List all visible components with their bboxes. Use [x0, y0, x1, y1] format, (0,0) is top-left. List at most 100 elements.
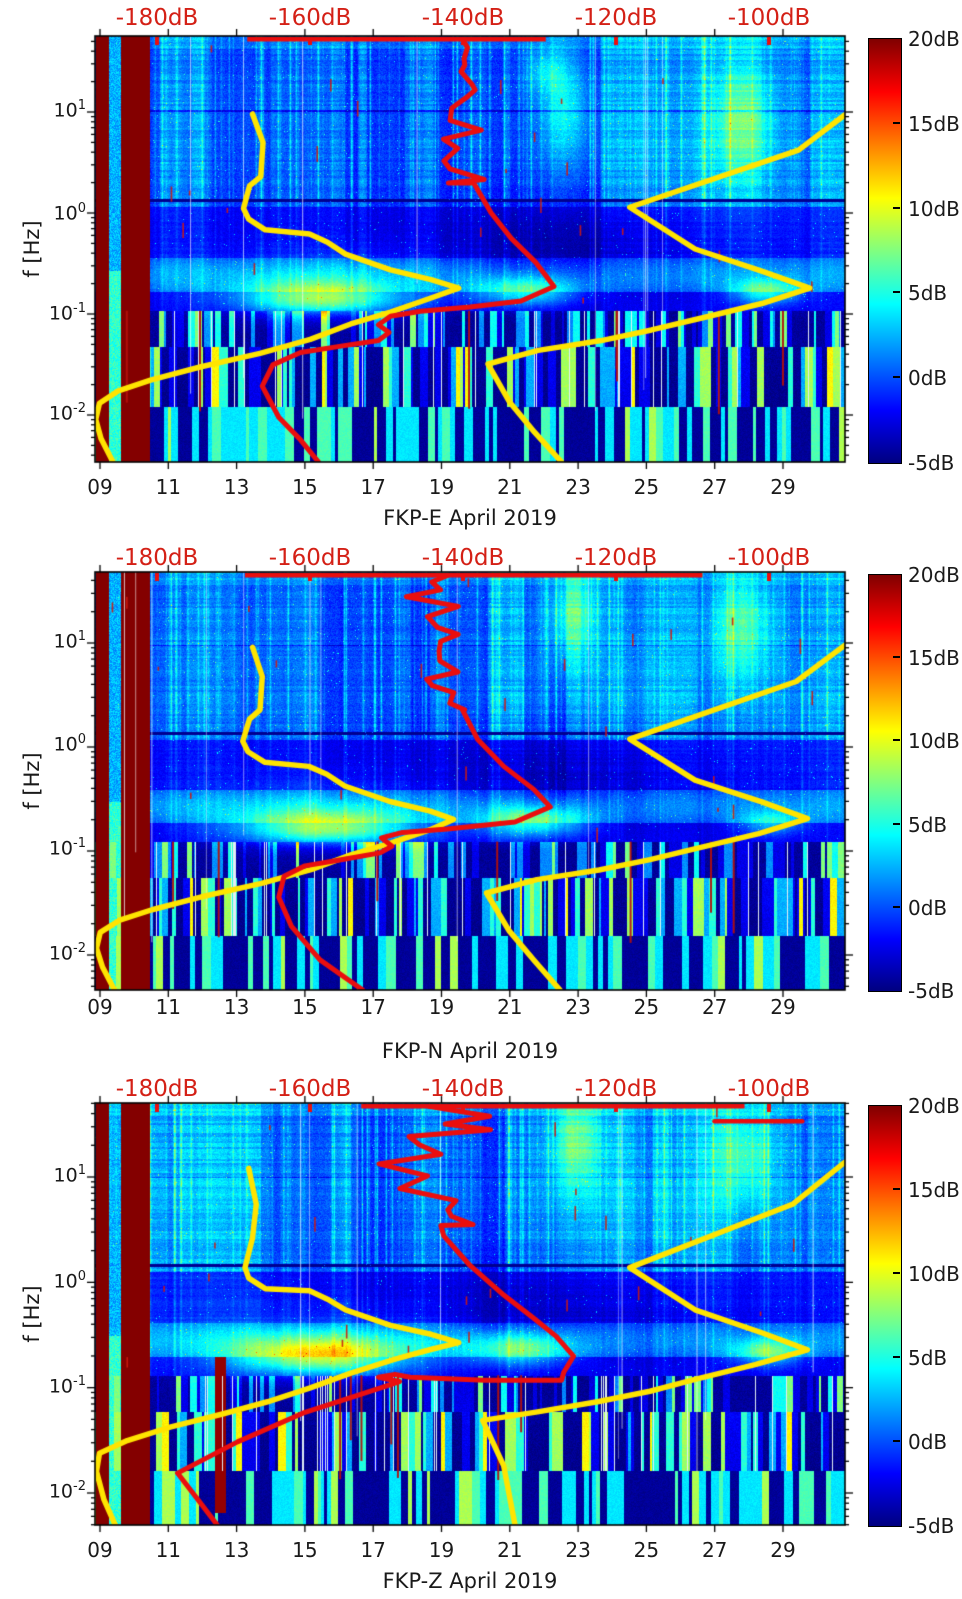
y-tick-base: 10 [48, 942, 74, 965]
y-axis-title: f [Hz] [20, 1285, 44, 1343]
y-tick-label: 100 [18, 201, 86, 224]
colorbar-tick-label: 20dB [908, 563, 960, 587]
x-tick-label: 09 [87, 1538, 113, 1562]
x-tick-label: 27 [701, 1538, 728, 1562]
y-tick-base: 10 [48, 837, 74, 860]
x-tick-label: 15 [292, 475, 318, 499]
y-tick-base: 10 [53, 1270, 78, 1293]
y-tick-exponent: -1 [73, 301, 86, 316]
y-tick-label: 10-1 [18, 301, 86, 324]
colorbar-tick-label: 15dB [908, 111, 960, 136]
colorbar-tick-label: 20dB [908, 1094, 960, 1118]
x-tick-label: 11 [155, 475, 182, 499]
y-tick-exponent: 0 [77, 1269, 86, 1284]
colorbar-tick-label: 10dB [908, 1262, 960, 1286]
y-tick-exponent: -2 [73, 941, 86, 956]
colorbar-tick [893, 376, 900, 379]
y-tick-base: 10 [53, 733, 78, 756]
y-tick-base: 10 [48, 302, 74, 325]
colorbar-tick-label: 0dB [908, 366, 948, 391]
colorbar-tick-label: 15dB [908, 646, 960, 671]
colorbar-tick-label: -5dB [908, 451, 955, 475]
colorbar-tick [893, 1440, 900, 1442]
colorbar-tick [893, 739, 900, 742]
spectrogram-canvas [83, 24, 857, 474]
y-tick-label: 101 [18, 629, 86, 652]
y-tick-exponent: 0 [77, 732, 86, 747]
y-tick-label: 10-1 [18, 836, 86, 859]
y-tick-label: 100 [18, 732, 86, 755]
panel-title: FKP-E April 2019 [383, 506, 557, 530]
x-tick-label: 27 [701, 995, 728, 1019]
y-tick-base: 10 [48, 402, 74, 425]
x-tick-label: 17 [360, 1538, 386, 1562]
x-tick-label: 29 [770, 475, 796, 499]
x-tick-label: 13 [223, 995, 250, 1019]
colorbar-tick-label: 10dB [908, 729, 960, 754]
colorbar-tick [893, 206, 900, 209]
y-tick-exponent: -2 [73, 1479, 86, 1494]
x-tick-label: 09 [87, 475, 113, 499]
colorbar-tick-label: -5dB [908, 979, 955, 1003]
colorbar-tick [893, 1188, 900, 1190]
y-tick-label: 101 [18, 98, 86, 121]
colorbar-tick [893, 291, 900, 294]
x-tick-label: 23 [565, 1538, 591, 1562]
y-tick-exponent: 1 [77, 1163, 86, 1178]
x-tick-label: 15 [292, 995, 318, 1019]
x-tick-label: 11 [155, 995, 182, 1019]
y-tick-label: 10-2 [18, 1479, 86, 1502]
colorbar-tick-label: 5dB [908, 1346, 948, 1370]
x-tick-label: 11 [155, 1538, 182, 1562]
colorbar [868, 574, 902, 992]
spectrogram-canvas [83, 1091, 857, 1537]
y-tick-exponent: 1 [77, 98, 86, 113]
y-tick-base: 10 [53, 202, 78, 225]
panel-title: FKP-Z April 2019 [382, 1569, 558, 1593]
x-tick-label: 25 [633, 475, 660, 499]
x-tick-label: 19 [428, 995, 455, 1019]
x-tick-label: 15 [292, 1538, 318, 1562]
spectrogram-canvas [83, 560, 857, 1002]
colorbar-tick [893, 1356, 900, 1358]
y-tick-exponent: 0 [77, 201, 86, 216]
colorbar-tick-label: -5dB [908, 1514, 955, 1538]
y-tick-base: 10 [53, 1164, 78, 1187]
y-tick-label: 10-2 [18, 941, 86, 964]
colorbar-tick [893, 121, 900, 124]
colorbar [868, 38, 902, 464]
colorbar-tick-label: 0dB [908, 895, 948, 920]
x-tick-label: 21 [497, 995, 523, 1019]
colorbar-tick [893, 656, 900, 659]
y-tick-exponent: -1 [73, 1374, 86, 1389]
x-tick-label: 13 [223, 475, 250, 499]
y-axis-title: f [Hz] [20, 220, 44, 278]
x-tick-label: 29 [770, 995, 796, 1019]
colorbar-tick-label: 15dB [908, 1178, 960, 1202]
x-tick-label: 17 [360, 995, 386, 1019]
y-axis-title: f [Hz] [20, 752, 44, 810]
x-tick-label: 09 [87, 995, 113, 1019]
y-tick-label: 100 [18, 1269, 86, 1292]
x-tick-label: 13 [223, 1538, 250, 1562]
x-tick-label: 21 [497, 475, 523, 499]
colorbar-tick-label: 5dB [908, 812, 948, 837]
x-tick-label: 17 [360, 475, 386, 499]
y-tick-exponent: 1 [77, 629, 86, 644]
colorbar-tick-label: 0dB [908, 1430, 948, 1454]
y-tick-base: 10 [48, 1375, 74, 1398]
y-tick-base: 10 [48, 1480, 74, 1503]
colorbar-tick-label: 20dB [908, 27, 960, 51]
x-tick-label: 25 [633, 1538, 660, 1562]
colorbar [868, 1105, 902, 1527]
colorbar-tick [893, 905, 900, 908]
colorbar-tick [893, 1272, 900, 1274]
panel-title: FKP-N April 2019 [381, 1039, 559, 1063]
colorbar-tick [893, 822, 900, 825]
x-tick-label: 23 [565, 475, 591, 499]
y-tick-exponent: -1 [73, 836, 86, 851]
y-tick-label: 10-1 [18, 1374, 86, 1397]
x-tick-label: 23 [565, 995, 591, 1019]
x-tick-label: 19 [428, 1538, 455, 1562]
